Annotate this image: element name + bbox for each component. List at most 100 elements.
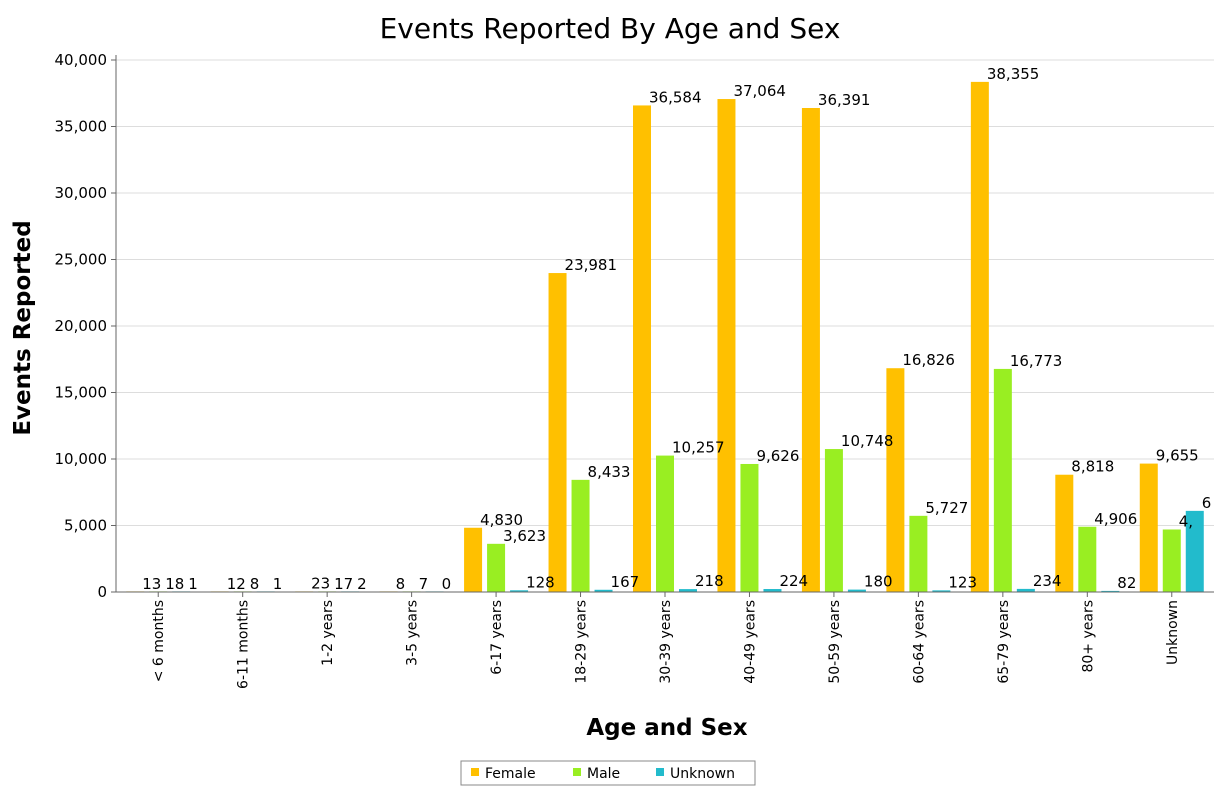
data-label: 82: [1117, 574, 1136, 592]
x-category-label: 6-11 months: [236, 600, 252, 689]
bar-female: [464, 527, 483, 592]
bar-female: [633, 105, 651, 592]
legend: Female Male Unknown: [460, 760, 756, 786]
bar-unknown: [1101, 590, 1120, 592]
data-label: 4,: [1179, 512, 1193, 530]
data-label: 9,655: [1156, 447, 1199, 465]
y-axis-title: Events Reported: [10, 220, 36, 435]
data-label: 38,355: [987, 65, 1040, 83]
x-category-label: 30-39 years: [658, 600, 674, 684]
data-label: 16,826: [902, 351, 955, 369]
bar-male: [571, 479, 590, 592]
x-category-label: 18-29 years: [574, 600, 590, 684]
x-category-label: Unknown: [1165, 600, 1181, 665]
data-label: 36,391: [818, 91, 871, 109]
x-category-label: 1-2 years: [320, 600, 336, 666]
data-label: 123: [948, 573, 977, 591]
data-label: 23,981: [565, 256, 618, 274]
x-category-label: 3-5 years: [405, 600, 421, 666]
bar-unknown: [510, 590, 529, 592]
bar-unknown: [594, 589, 613, 592]
data-label: 224: [779, 572, 808, 590]
data-label: 17: [334, 575, 353, 593]
y-tick-label: 20,000: [55, 317, 108, 335]
bar-unknown: [847, 589, 866, 592]
x-category-label: < 6 months: [151, 600, 167, 682]
data-label: 7: [419, 575, 429, 593]
bar-male: [740, 463, 759, 592]
bar-male: [487, 543, 506, 592]
y-tick-label: 35,000: [55, 118, 108, 136]
chart-title: Events Reported By Age and Sex: [380, 12, 841, 45]
bar-unknown: [1185, 510, 1204, 592]
data-label: 4,906: [1094, 510, 1137, 528]
data-label: 37,064: [733, 82, 786, 100]
bar-female: [717, 99, 736, 592]
legend-swatch-male: [573, 768, 581, 776]
y-tick-label: 15,000: [55, 384, 108, 402]
y-tick-label: 0: [97, 583, 107, 601]
x-category-label: 40-49 years: [742, 600, 758, 684]
data-label: 1: [273, 575, 283, 593]
gridlines: [116, 59, 1214, 526]
data-labels: 13 18 1 12 8 1 23 17 2 8 7 04,8303,62312823,9818,43…: [142, 65, 1211, 593]
legend-label-male: Male: [587, 766, 620, 782]
data-label: 1: [188, 575, 198, 593]
legend-label-female: Female: [485, 766, 536, 782]
bar-female: [801, 107, 820, 593]
bar-female: [1139, 463, 1158, 592]
x-category-label: 50-59 years: [827, 600, 843, 684]
data-label: 12: [227, 575, 246, 593]
x-category-label: 80+ years: [1080, 600, 1096, 673]
bar-male: [1078, 526, 1097, 592]
data-label: 218: [695, 572, 724, 590]
bar-unknown: [1016, 588, 1035, 592]
y-tick-label: 5,000: [64, 517, 107, 535]
data-label: 23: [311, 575, 330, 593]
data-label: 18: [165, 575, 184, 593]
y-tick-label: 10,000: [55, 450, 108, 468]
data-label: 167: [611, 573, 640, 591]
bar-unknown: [679, 589, 697, 592]
bar-male: [824, 449, 843, 592]
bar-female: [1055, 474, 1074, 592]
x-category-label: 6-17 years: [489, 600, 505, 675]
data-label: 13: [142, 575, 161, 593]
bar-male: [993, 368, 1012, 592]
data-label: 5,727: [925, 499, 968, 517]
x-axis-title: Age and Sex: [586, 715, 747, 741]
data-label: 36,584: [649, 88, 702, 106]
y-tick-label: 25,000: [55, 251, 108, 269]
data-label: 8: [250, 575, 260, 593]
data-label: 16,773: [1010, 352, 1063, 370]
data-label: 0: [442, 575, 452, 593]
axes: [115, 55, 1214, 597]
bar-male: [1162, 529, 1181, 592]
data-label: 4,830: [480, 511, 523, 529]
bar-unknown: [932, 590, 951, 592]
data-label: 8,818: [1071, 458, 1114, 476]
data-label: 8,433: [588, 463, 631, 481]
data-label: 128: [526, 573, 555, 591]
bar-unknown: [763, 589, 782, 592]
x-category-label: 60-64 years: [911, 600, 927, 684]
data-label: 10,748: [841, 432, 894, 450]
data-label: 8: [396, 575, 406, 593]
legend-swatch-female: [471, 768, 479, 776]
data-label: 3,623: [503, 527, 546, 545]
bar-male: [909, 515, 928, 592]
legend-frame: [460, 760, 756, 786]
y-axis-ticks: 0 5,000 10,000 15,000 20,000 25,000 30,000 35,0…: [55, 51, 116, 601]
bar-female: [970, 81, 989, 592]
bars: [126, 81, 1204, 593]
y-tick-label: 40,000: [55, 51, 108, 69]
bar-female: [886, 368, 905, 592]
legend-label-unknown: Unknown: [670, 766, 735, 782]
legend-swatch-unknown: [656, 768, 664, 776]
data-label: 234: [1033, 572, 1062, 590]
data-label: 180: [864, 573, 893, 591]
bar-female: [548, 273, 567, 592]
data-label: 9,626: [756, 447, 799, 465]
y-tick-label: 30,000: [55, 184, 108, 202]
